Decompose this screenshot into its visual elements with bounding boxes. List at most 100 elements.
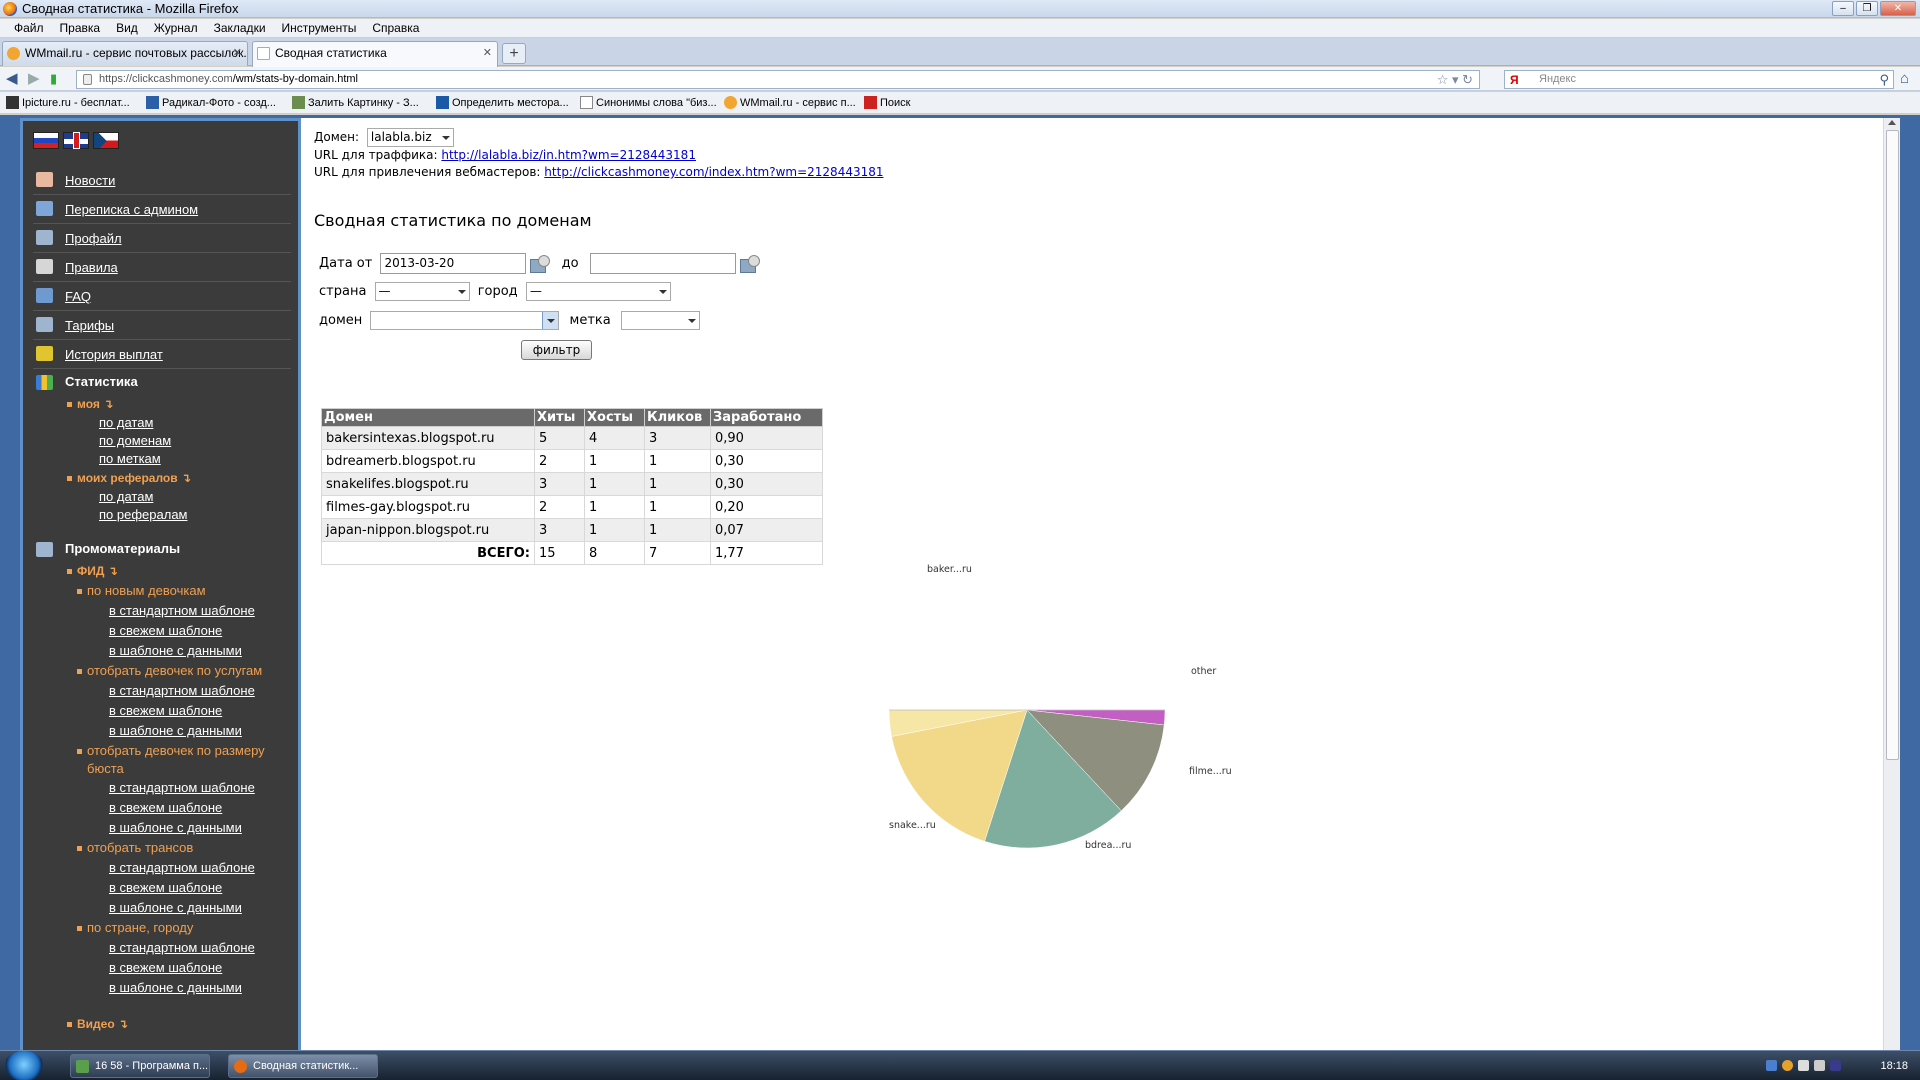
template-link[interactable]: в стандартном шаблоне	[109, 603, 255, 618]
sidebar-item-messages[interactable]: Переписка с админом	[33, 195, 291, 224]
czech-flag-icon[interactable]	[93, 132, 119, 149]
calendar-icon[interactable]	[739, 255, 760, 273]
date-to-input[interactable]	[589, 253, 736, 274]
promo-group-label[interactable]: отобрать девочек по размеру бюста	[33, 741, 291, 778]
sidebar-item-tariffs[interactable]: Тарифы	[33, 311, 291, 340]
date-from-input[interactable]: 2013-03-20	[380, 253, 527, 274]
minimize-button[interactable]: –	[1832, 1, 1854, 16]
sidebar-item-label[interactable]: Тарифы	[65, 318, 115, 333]
power-icon[interactable]	[1798, 1060, 1809, 1071]
template-link[interactable]: в свежем шаблоне	[109, 800, 223, 815]
bookmark-item[interactable]: Залить Картинку - З...	[290, 92, 419, 114]
sidebar-item-label[interactable]: Правила	[65, 260, 118, 275]
bookmark-item[interactable]: Поиск	[862, 92, 910, 114]
menu-view[interactable]: Вид	[116, 21, 138, 35]
close-tab-icon[interactable]: ✕	[232, 47, 242, 59]
russian-flag-icon[interactable]	[33, 132, 59, 149]
bookmark-item[interactable]: WMmail.ru - сервис п...	[722, 92, 856, 114]
domain-filter-select[interactable]	[370, 311, 560, 330]
bluetooth-icon[interactable]	[1830, 1060, 1841, 1071]
tab-wmmail[interactable]: WMmail.ru - сервис почтовых рассылок... …	[2, 41, 248, 66]
template-link[interactable]: в шаблоне с данными	[109, 980, 242, 995]
volume-icon[interactable]	[1814, 1060, 1825, 1071]
bookmark-star-reload-icon[interactable]: ☆ ▾ ↻	[1436, 72, 1473, 87]
scroll-up-arrow-icon[interactable]	[1888, 120, 1896, 125]
sidebar-item-profile[interactable]: Профайл	[33, 224, 291, 253]
city-select[interactable]: —	[525, 282, 671, 301]
close-tab-icon[interactable]: ✕	[482, 47, 492, 59]
sidebar-item-label[interactable]: Профайл	[65, 231, 122, 246]
bookmark-item[interactable]: Определить местора...	[434, 92, 569, 114]
promo-group-label[interactable]: по стране, городу	[33, 918, 291, 938]
col-hits[interactable]: Хиты	[534, 408, 585, 427]
template-link[interactable]: в свежем шаблоне	[109, 703, 223, 718]
network-icon[interactable]	[1766, 1060, 1777, 1071]
promo-video-toggle[interactable]: Видео ↴	[33, 1014, 291, 1034]
start-button[interactable]	[4, 1051, 44, 1080]
close-window-button[interactable]: ✕	[1880, 1, 1916, 16]
browser-tray-icon[interactable]	[1782, 1060, 1793, 1071]
stats-my-by-dates-link[interactable]: по датам	[99, 415, 154, 430]
sidebar-item-label[interactable]: FAQ	[65, 289, 92, 304]
sidebar-item-payout-history[interactable]: История выплат	[33, 340, 291, 369]
col-earned[interactable]: Заработано	[710, 408, 823, 427]
scrollbar-thumb[interactable]	[1886, 130, 1899, 760]
promo-group-label[interactable]: отобрать девочек по услугам	[33, 661, 291, 681]
stats-refs-by-referrals-link[interactable]: по рефералам	[99, 507, 188, 522]
menu-help[interactable]: Справка	[372, 21, 420, 35]
tab-summary-stats[interactable]: Сводная статистика ✕	[252, 41, 498, 67]
sidebar-item-rules[interactable]: Правила	[33, 253, 291, 282]
stats-my-by-tags-link[interactable]: по меткам	[99, 451, 161, 466]
traffic-url-link[interactable]: http://lalabla.biz/in.htm?wm=2128443181	[441, 148, 696, 162]
sidebar-item-label[interactable]: Переписка с админом	[65, 202, 199, 217]
bookmark-item[interactable]: Синонимы слова "биз...	[578, 92, 717, 114]
template-link[interactable]: в шаблоне с данными	[109, 643, 242, 658]
domain-select[interactable]: lalabla.biz	[366, 128, 454, 147]
template-link[interactable]: в стандартном шаблоне	[109, 940, 255, 955]
template-link[interactable]: в свежем шаблоне	[109, 960, 223, 975]
sidebar-item-label[interactable]: Новости	[65, 173, 116, 188]
template-link[interactable]: в стандартном шаблоне	[109, 683, 255, 698]
bookmark-item[interactable]: Радикал-Фото - созд...	[144, 92, 276, 114]
template-link[interactable]: в стандартном шаблоне	[109, 860, 255, 875]
bookmark-item[interactable]: Ipicture.ru - бесплат...	[4, 92, 130, 114]
address-bar[interactable]: https://clickcashmoney.com/wm/stats-by-d…	[76, 70, 1480, 89]
menu-history[interactable]: Журнал	[153, 21, 198, 35]
template-link[interactable]: в свежем шаблоне	[109, 880, 223, 895]
col-hosts[interactable]: Хосты	[584, 408, 645, 427]
promo-group-label[interactable]: отобрать трансов	[33, 838, 291, 858]
sidebar-item-news[interactable]: Новости	[33, 166, 291, 195]
home-icon[interactable]: ⌂	[1900, 70, 1910, 87]
stats-refs-toggle[interactable]: моих рефералов ↴	[33, 468, 291, 488]
template-link[interactable]: в свежем шаблоне	[109, 623, 223, 638]
search-input[interactable]: Я Яндекс ⚲	[1504, 70, 1894, 89]
vertical-scrollbar[interactable]	[1883, 118, 1900, 1050]
stats-refs-by-dates-link[interactable]: по датам	[99, 489, 154, 504]
template-link[interactable]: в шаблоне с данными	[109, 723, 242, 738]
country-select[interactable]: —	[374, 282, 470, 301]
taskbar-item-firefox[interactable]: Сводная статистик...	[228, 1054, 378, 1078]
col-clicks[interactable]: Кликов	[644, 408, 711, 427]
calendar-icon[interactable]	[530, 255, 551, 273]
search-icon[interactable]: ⚲	[1879, 72, 1889, 87]
maximize-button[interactable]: ❐	[1856, 1, 1878, 16]
uk-flag-icon[interactable]	[63, 132, 89, 149]
sidebar-item-faq[interactable]: FAQ	[33, 282, 291, 311]
webmaster-url-link[interactable]: http://clickcashmoney.com/index.htm?wm=2…	[544, 165, 884, 179]
stats-my-by-domains-link[interactable]: по доменам	[99, 433, 172, 448]
taskbar-item[interactable]: 16 58 - Программа п...	[70, 1054, 210, 1078]
filter-button[interactable]: фильтр	[521, 340, 592, 360]
stats-my-toggle[interactable]: моя ↴	[33, 394, 291, 414]
forward-arrow-icon[interactable]: ▶	[28, 70, 40, 87]
col-domain[interactable]: Домен	[321, 408, 535, 427]
menu-file[interactable]: Файл	[14, 21, 44, 35]
promo-group-label[interactable]: по новым девочкам	[33, 581, 291, 601]
back-arrow-icon[interactable]: ◀	[6, 70, 18, 87]
new-tab-button[interactable]: +	[502, 43, 526, 64]
menu-edit[interactable]: Правка	[59, 21, 101, 35]
template-link[interactable]: в стандартном шаблоне	[109, 780, 255, 795]
tag-select[interactable]	[620, 311, 700, 330]
template-link[interactable]: в шаблоне с данными	[109, 820, 242, 835]
sidebar-item-label[interactable]: История выплат	[65, 347, 163, 362]
template-link[interactable]: в шаблоне с данными	[109, 900, 242, 915]
